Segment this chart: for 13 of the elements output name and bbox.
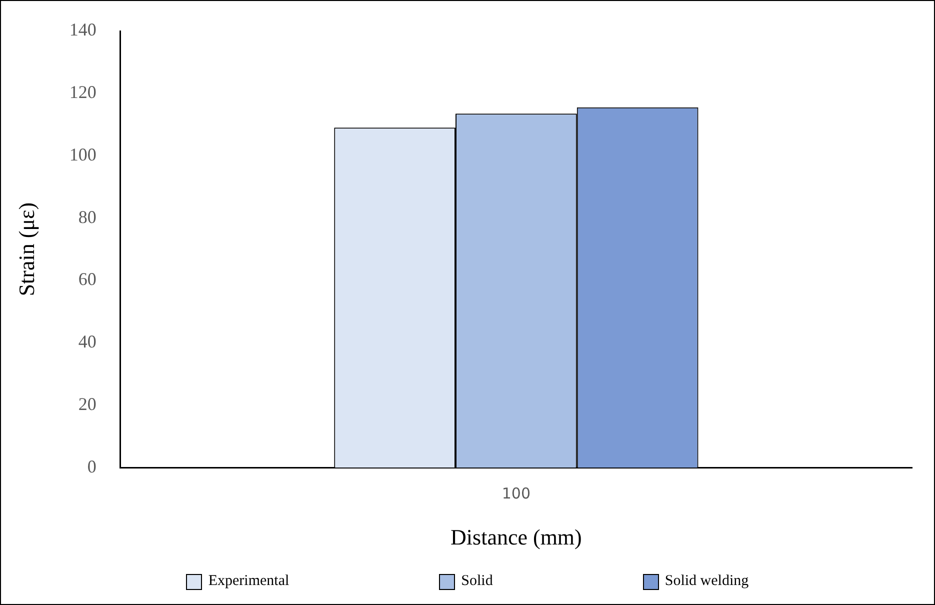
legend-label: Solid welding xyxy=(664,573,749,590)
y-tick-label: 0 xyxy=(87,456,96,476)
y-tick-label: 100 xyxy=(69,144,96,164)
y-tick-label: 40 xyxy=(78,332,96,352)
x-axis-title: Distance (mm) xyxy=(450,524,582,550)
legend-label: Experimental xyxy=(208,573,290,590)
y-tick-label: 20 xyxy=(78,394,96,414)
y-tick-label: 80 xyxy=(78,206,96,227)
legend-label: Solid xyxy=(461,573,493,590)
y-tick-label: 120 xyxy=(69,82,96,102)
y-axis-title: Strain (με) xyxy=(14,202,39,296)
y-tick-label: 140 xyxy=(69,20,96,40)
y-tick-label: 60 xyxy=(78,269,96,290)
